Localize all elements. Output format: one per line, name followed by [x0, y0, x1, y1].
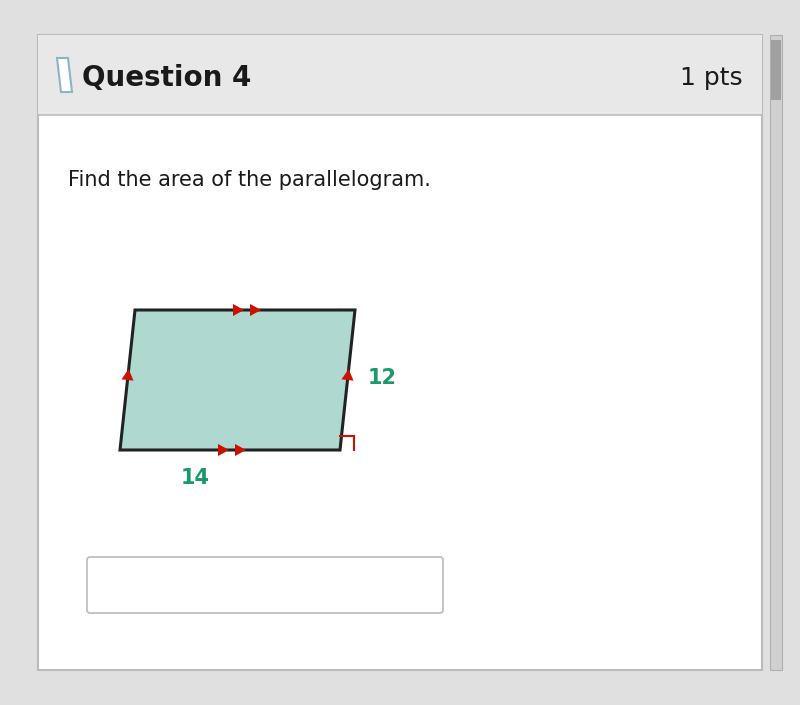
Polygon shape — [250, 304, 261, 316]
Text: Find the area of the parallelogram.: Find the area of the parallelogram. — [68, 170, 431, 190]
Bar — [38, 35, 762, 115]
Polygon shape — [235, 444, 246, 456]
Polygon shape — [218, 444, 229, 456]
Text: Question 4: Question 4 — [82, 64, 251, 92]
Text: 14: 14 — [181, 468, 210, 488]
Polygon shape — [122, 369, 134, 381]
Bar — [770, 35, 782, 670]
Text: 1 pts: 1 pts — [680, 66, 742, 90]
Bar — [771, 40, 781, 100]
Text: 12: 12 — [368, 368, 397, 388]
Polygon shape — [233, 304, 244, 316]
Polygon shape — [57, 58, 72, 92]
FancyBboxPatch shape — [87, 557, 443, 613]
FancyBboxPatch shape — [38, 35, 762, 670]
Polygon shape — [120, 310, 355, 450]
Polygon shape — [342, 369, 354, 381]
